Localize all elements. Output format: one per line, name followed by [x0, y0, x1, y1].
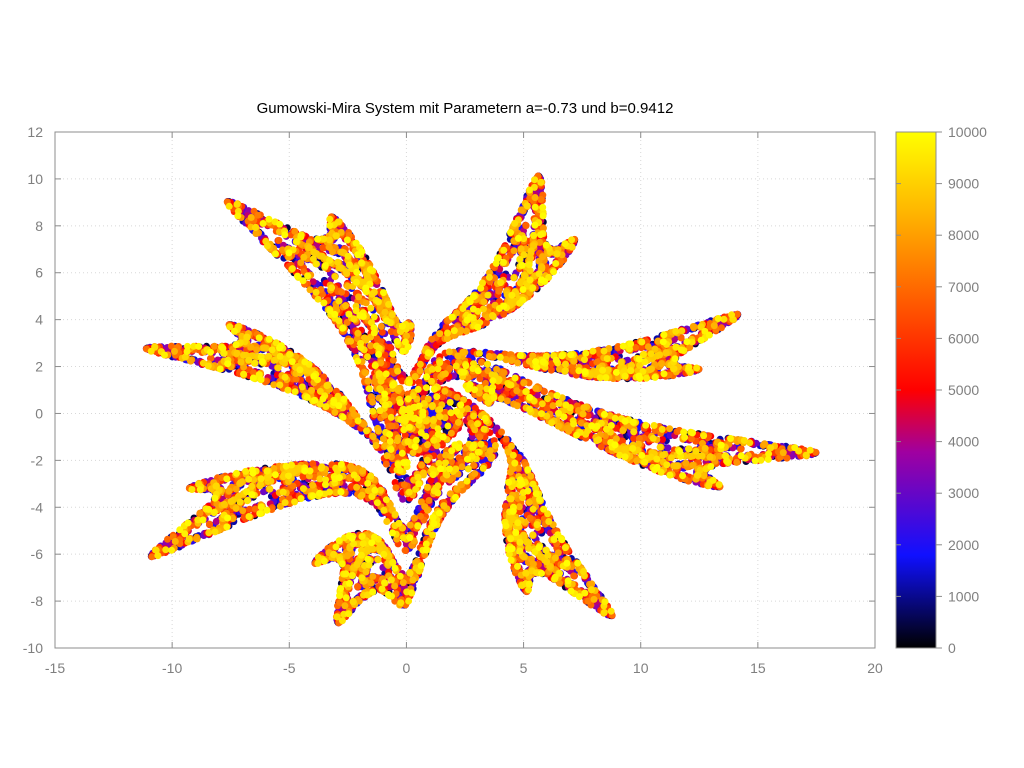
scatter-point: [624, 356, 632, 364]
scatter-point: [351, 346, 359, 354]
grid: [55, 132, 875, 648]
scatter-point: [533, 391, 541, 399]
scatter-points: [142, 172, 820, 627]
scatter-point: [419, 389, 427, 397]
scatter-point: [670, 336, 678, 344]
scatter-point: [260, 488, 267, 496]
scatter-point: [402, 540, 410, 548]
scatter-point: [659, 436, 666, 443]
scatter-point: [664, 444, 672, 452]
chart-title: Gumowski-Mira System mit Parametern a=-0…: [257, 100, 674, 117]
scatter-point: [309, 278, 317, 286]
scatter-point: [212, 517, 220, 525]
scatter-point: [399, 495, 407, 503]
scatter-point: [268, 362, 276, 370]
